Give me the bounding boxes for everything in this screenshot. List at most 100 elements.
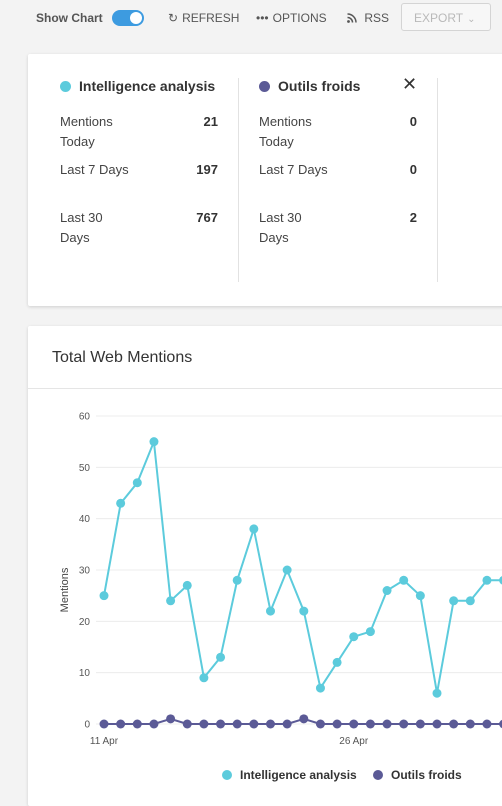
data-point bbox=[482, 719, 492, 729]
stat-label: Last 7 Days bbox=[60, 162, 129, 177]
data-point bbox=[99, 719, 109, 729]
stat-last-7-days: Last 7 Days 197 bbox=[60, 160, 218, 194]
data-point bbox=[266, 606, 275, 616]
stat-value: 0 bbox=[409, 114, 417, 129]
data-point bbox=[232, 719, 242, 729]
stat-label: Last 30 Days bbox=[259, 210, 302, 245]
summary-column-outils: Outils froids Mentions Today 0 Last 7 Da… bbox=[259, 78, 417, 245]
show-chart-toggle[interactable] bbox=[112, 10, 144, 26]
data-point bbox=[382, 719, 392, 729]
legend-label: Outils froids bbox=[391, 768, 462, 782]
chart-header-divider bbox=[28, 388, 502, 389]
data-point bbox=[116, 719, 126, 729]
refresh-button[interactable]: ↻ REFRESH bbox=[168, 11, 239, 25]
y-tick-label: 50 bbox=[79, 463, 91, 474]
y-axis-title: Mentions bbox=[59, 567, 71, 612]
data-point bbox=[132, 719, 142, 729]
legend-dot bbox=[222, 770, 232, 780]
close-icon[interactable]: ✕ bbox=[402, 74, 418, 94]
show-chart-label: Show Chart bbox=[36, 11, 103, 25]
export-button[interactable]: EXPORT ⌄ bbox=[401, 3, 491, 31]
chevron-down-icon: ⌄ bbox=[467, 14, 476, 25]
data-point bbox=[116, 498, 126, 508]
stat-value: 197 bbox=[196, 162, 218, 177]
rss-icon bbox=[347, 11, 360, 25]
series-color-dot bbox=[259, 81, 270, 92]
data-point bbox=[249, 719, 259, 729]
stat-label: Mentions Today bbox=[60, 114, 113, 149]
series-color-dot bbox=[60, 81, 71, 92]
data-point bbox=[499, 576, 502, 585]
rss-button[interactable]: RSS bbox=[347, 11, 389, 25]
data-point bbox=[282, 719, 292, 729]
stat-label: Mentions Today bbox=[259, 114, 312, 149]
stat-last-30-days: Last 30 Days 2 bbox=[259, 208, 417, 245]
data-point bbox=[166, 714, 176, 724]
stat-value: 21 bbox=[203, 114, 218, 129]
stat-last-30-days: Last 30 Days 767 bbox=[60, 208, 218, 245]
data-point bbox=[415, 719, 425, 729]
stat-label: Last 7 Days bbox=[259, 162, 328, 177]
data-point bbox=[349, 719, 359, 729]
data-point bbox=[216, 652, 226, 662]
data-point bbox=[149, 719, 159, 729]
export-label: EXPORT bbox=[414, 11, 464, 25]
data-point bbox=[132, 478, 142, 488]
y-tick-label: 10 bbox=[79, 668, 91, 679]
data-point bbox=[432, 719, 442, 729]
data-point bbox=[365, 627, 375, 637]
data-point bbox=[199, 719, 209, 729]
series-heading: Outils froids bbox=[259, 78, 417, 98]
options-button[interactable]: ••• OPTIONS bbox=[256, 11, 327, 25]
data-point bbox=[315, 683, 325, 693]
stat-value: 2 bbox=[409, 210, 417, 225]
y-tick-label: 60 bbox=[79, 412, 91, 423]
data-point bbox=[365, 719, 375, 729]
column-divider bbox=[437, 78, 438, 282]
y-tick-label: 40 bbox=[79, 514, 91, 525]
y-tick-label: 20 bbox=[79, 617, 91, 628]
data-point bbox=[482, 575, 492, 585]
refresh-label: REFRESH bbox=[182, 11, 240, 25]
stat-last-7-days: Last 7 Days 0 bbox=[259, 160, 417, 194]
stat-label: Last 30 Days bbox=[60, 210, 103, 245]
data-point bbox=[465, 596, 475, 606]
data-point bbox=[399, 719, 409, 729]
data-point bbox=[199, 673, 209, 683]
mentions-summary-card: Intelligence analysis Mentions Today 21 … bbox=[28, 54, 502, 306]
legend-item-outils[interactable]: Outils froids bbox=[373, 768, 462, 782]
data-point bbox=[332, 657, 342, 667]
data-point bbox=[449, 719, 459, 729]
data-point bbox=[166, 596, 176, 606]
toggle-knob bbox=[130, 12, 142, 24]
column-divider bbox=[238, 78, 239, 282]
summary-column-intelligence: Intelligence analysis Mentions Today 21 … bbox=[60, 78, 218, 245]
data-point bbox=[315, 719, 325, 729]
data-point bbox=[415, 591, 425, 601]
stat-value: 767 bbox=[196, 210, 218, 225]
data-point bbox=[299, 606, 309, 616]
data-point bbox=[182, 719, 192, 729]
legend-dot bbox=[373, 770, 383, 780]
series-line-1 bbox=[103, 441, 502, 694]
more-dots-icon: ••• bbox=[256, 11, 269, 25]
x-tick-label: 26 Apr bbox=[339, 736, 369, 747]
stat-mentions-today: Mentions Today 21 bbox=[60, 112, 218, 149]
legend-item-intelligence[interactable]: Intelligence analysis bbox=[222, 768, 357, 782]
series-name: Outils froids bbox=[278, 78, 361, 94]
data-point bbox=[299, 714, 309, 724]
data-point bbox=[382, 586, 392, 596]
y-tick-label: 30 bbox=[79, 566, 91, 577]
mentions-line-chart: 0 10 20 30 40 50 60 Mentions 11 Apr 26 Apr bbox=[59, 412, 502, 747]
series-heading: Intelligence analysis bbox=[60, 78, 218, 98]
data-point bbox=[449, 596, 459, 606]
data-point bbox=[499, 719, 502, 729]
data-point bbox=[232, 575, 242, 585]
rss-label: RSS bbox=[364, 11, 390, 25]
data-point bbox=[332, 719, 342, 729]
data-point bbox=[216, 719, 226, 729]
data-point bbox=[99, 591, 109, 601]
refresh-icon: ↻ bbox=[168, 11, 179, 25]
stat-value: 0 bbox=[409, 162, 417, 177]
options-label: OPTIONS bbox=[272, 11, 327, 25]
